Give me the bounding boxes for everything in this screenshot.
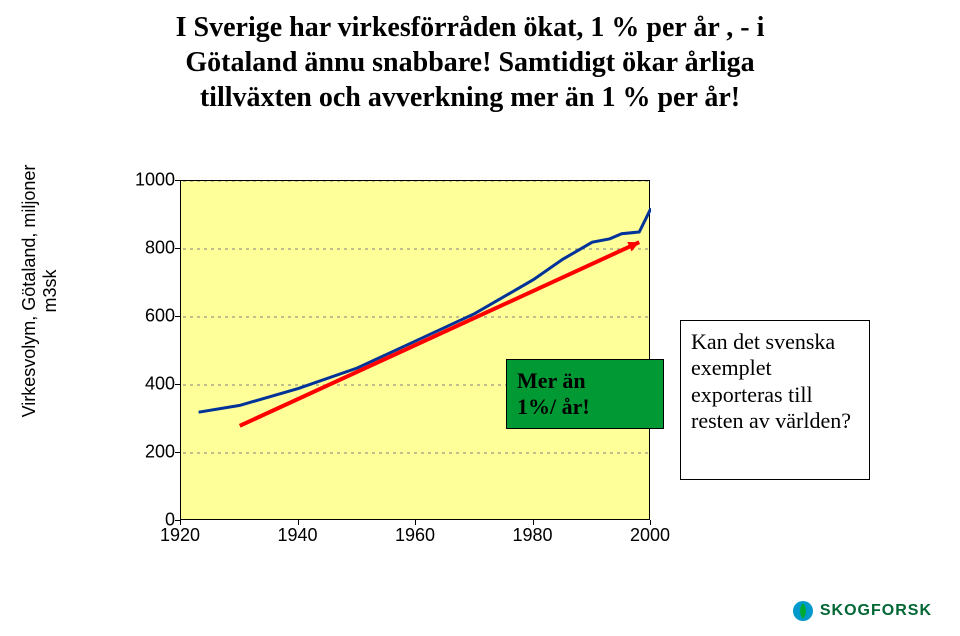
annotation-line-2: 1%/ år! xyxy=(517,394,663,420)
annotation-box: Mer än 1%/ år! xyxy=(506,359,664,429)
x-tick-label: 1960 xyxy=(395,525,435,546)
logo-icon xyxy=(792,600,814,622)
x-tick-label: 1920 xyxy=(160,525,200,546)
x-tick-label: 1940 xyxy=(277,525,317,546)
page-title: I Sverige har virkesförråden ökat, 1 % p… xyxy=(140,10,800,115)
x-tick-label: 1980 xyxy=(512,525,552,546)
title-line-1: I Sverige har virkesförråden ökat, 1 % p… xyxy=(176,12,765,43)
plot-area: Mer än 1%/ år! xyxy=(180,180,650,520)
logo-text: SKOGFORSK xyxy=(820,602,932,620)
y-tick-label: 1000 xyxy=(120,170,175,191)
skogforsk-logo: SKOGFORSK xyxy=(792,600,932,622)
y-tick-label: 200 xyxy=(120,442,175,463)
side-note-box: Kan det svenska exemplet exporteras till… xyxy=(680,320,870,480)
title-line-2: Götaland ännu snabbare! Samtidigt ökar å… xyxy=(185,47,754,78)
line-chart: Mer än 1%/ år! 02004006008001000 1920194… xyxy=(120,180,650,550)
y-tick-label: 800 xyxy=(120,238,175,259)
side-note-text: Kan det svenska exemplet exporteras till… xyxy=(691,329,851,433)
annotation-line-1: Mer än xyxy=(517,368,663,394)
y-tick-label: 600 xyxy=(120,306,175,327)
title-line-3: tillväxten och avverkning mer än 1 % per… xyxy=(200,82,740,113)
y-axis-label: Virkesvolym, Götaland, miljoner m3sk xyxy=(19,151,61,431)
y-tick-label: 400 xyxy=(120,374,175,395)
x-tick-label: 2000 xyxy=(630,525,670,546)
chart-svg xyxy=(181,181,651,521)
